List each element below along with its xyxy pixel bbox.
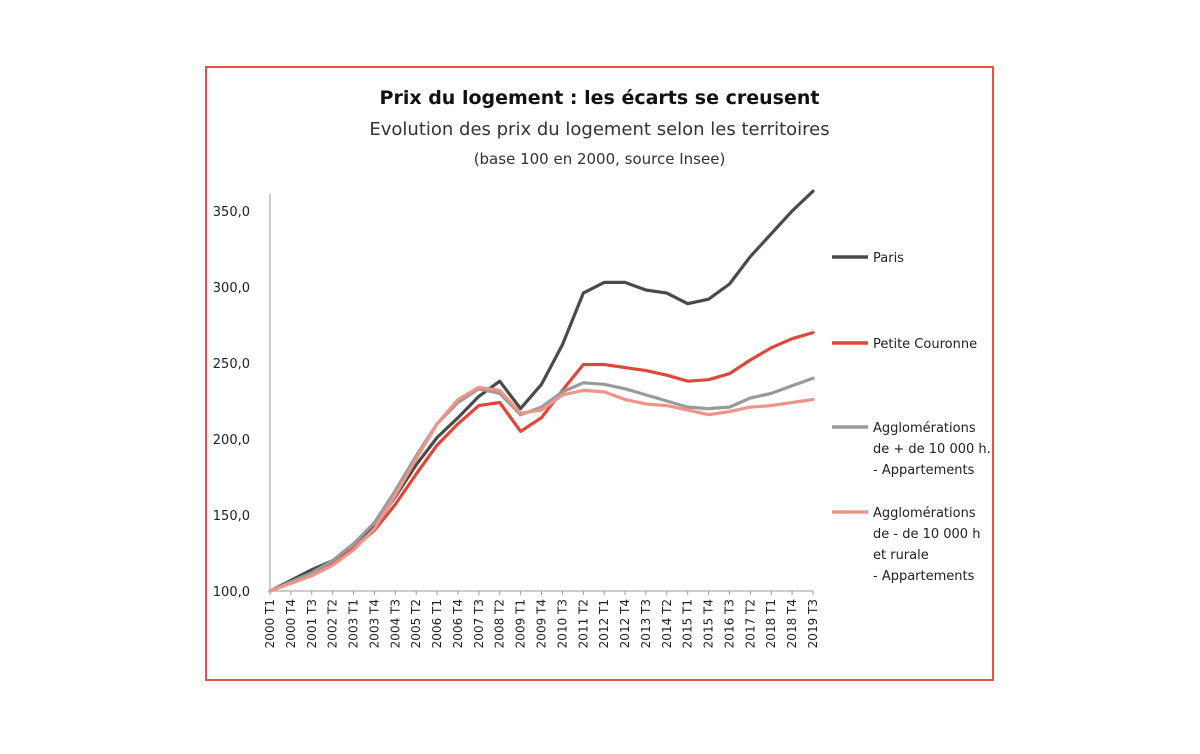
series-line-1 [268, 189, 815, 593]
legend-label: Petite Couronne [873, 337, 977, 352]
legend-label: Agglomérations [873, 506, 976, 521]
x-tick-label: 2007 T3 [472, 599, 486, 648]
x-tick-label: 2019 T3 [806, 599, 820, 648]
x-tick-label: 2012 T1 [597, 599, 611, 648]
legend-label: Paris [873, 251, 904, 266]
series-line-4 [268, 385, 815, 593]
x-tick-label: 2002 T2 [326, 599, 340, 648]
x-tick-label: 2018 T4 [785, 599, 799, 648]
legend-label: Agglomérations [873, 421, 976, 436]
legend-label: et rurale [873, 548, 929, 563]
chart-frame: Prix du logement : les écarts se creusen… [205, 66, 994, 681]
y-tick-label: 100,0 [213, 585, 250, 600]
chart-subtitle: Evolution des prix du logement selon les… [369, 119, 830, 140]
x-tick-label: 2014 T2 [660, 599, 674, 648]
x-tick-label: 2009 T4 [535, 599, 549, 648]
y-tick-label: 150,0 [213, 509, 250, 524]
x-tick-label: 2017 T2 [743, 599, 757, 648]
x-tick-label: 2006 T1 [430, 599, 444, 648]
x-tick-label: 2006 T4 [451, 599, 465, 648]
y-tick-label: 250,0 [213, 357, 250, 372]
y-tick-label: 350,0 [213, 205, 250, 220]
series-line-3 [268, 376, 815, 593]
legend-label: de - de 10 000 h [873, 527, 980, 542]
x-tick-label: 2013 T3 [639, 599, 653, 648]
x-tick-label: 2018 T1 [764, 599, 778, 648]
x-tick-label: 2000 T1 [263, 599, 277, 648]
x-tick-label: 2003 T1 [347, 599, 361, 648]
x-tick-label: 2008 T2 [493, 599, 507, 648]
x-tick-label: 2011 T2 [576, 599, 590, 648]
x-tick-label: 2015 T1 [681, 599, 695, 648]
x-tick-label: 2016 T3 [722, 599, 736, 648]
x-tick-label: 2000 T4 [284, 599, 298, 648]
x-tick-label: 2004 T3 [388, 599, 402, 648]
x-tick-label: 2010 T3 [555, 599, 569, 648]
chart-title: Prix du logement : les écarts se creusen… [379, 87, 820, 109]
x-tick-label: 2001 T3 [305, 599, 319, 648]
chart-note: (base 100 en 2000, source Insee) [473, 150, 726, 168]
legend-label: - Appartements [873, 463, 975, 478]
x-tick-label: 2009 T1 [514, 599, 528, 648]
x-tick-label: 2012 T4 [618, 599, 632, 648]
x-tick-label: 2015 T4 [702, 599, 716, 648]
legend-label: de + de 10 000 h. [873, 442, 991, 457]
x-tick-label: 2005 T2 [409, 599, 423, 648]
x-tick-label: 2003 T4 [367, 599, 381, 648]
y-tick-label: 300,0 [213, 281, 250, 296]
y-tick-label: 200,0 [213, 433, 250, 448]
legend-label: - Appartements [873, 569, 975, 584]
